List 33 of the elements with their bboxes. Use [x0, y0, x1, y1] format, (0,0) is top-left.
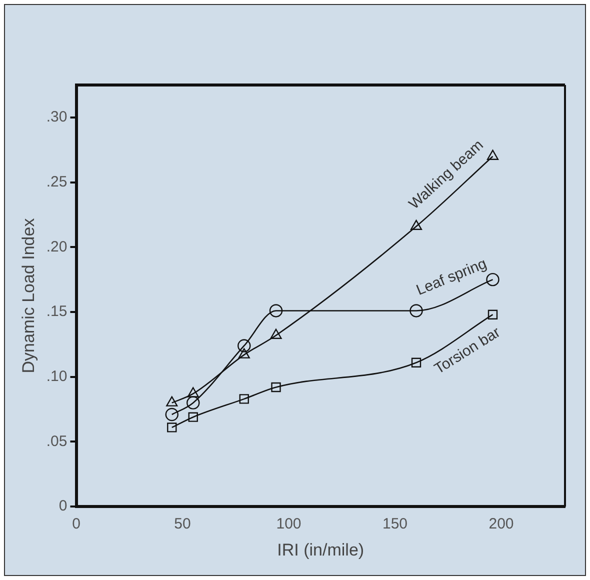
point	[486, 150, 499, 160]
y-tick-label: 0	[58, 498, 68, 515]
y-axis-title: Dynamic Load Index	[18, 218, 38, 374]
point	[488, 310, 498, 320]
x-tick-label: 50	[174, 516, 191, 533]
y-tick-label: .10	[46, 368, 68, 386]
x-tick-label: 200	[488, 516, 514, 533]
x-tick-label: 100	[276, 516, 302, 533]
point	[410, 220, 422, 230]
y-tick-label: .05	[46, 432, 68, 450]
point	[188, 412, 198, 422]
y-tick-label: .20	[46, 238, 68, 256]
x-tick-label: 150	[382, 516, 408, 533]
point	[238, 348, 250, 358]
text: Leaf spring	[414, 255, 490, 299]
point	[270, 328, 282, 339]
point	[271, 382, 281, 392]
point	[186, 396, 200, 410]
point	[411, 358, 422, 368]
point	[165, 408, 178, 422]
x-tick-label: 0	[72, 516, 80, 533]
y-tick-label: .15	[46, 303, 68, 320]
y-tick-label: .30	[46, 108, 68, 126]
point	[410, 304, 423, 318]
point	[187, 387, 199, 398]
point	[166, 396, 178, 406]
y-tick-label: .25	[46, 173, 68, 190]
point	[239, 394, 249, 404]
point	[238, 339, 251, 352]
point	[486, 272, 500, 286]
x-axis-title: IRI (in/mile)	[277, 540, 364, 560]
point	[269, 304, 283, 318]
point	[167, 422, 177, 432]
